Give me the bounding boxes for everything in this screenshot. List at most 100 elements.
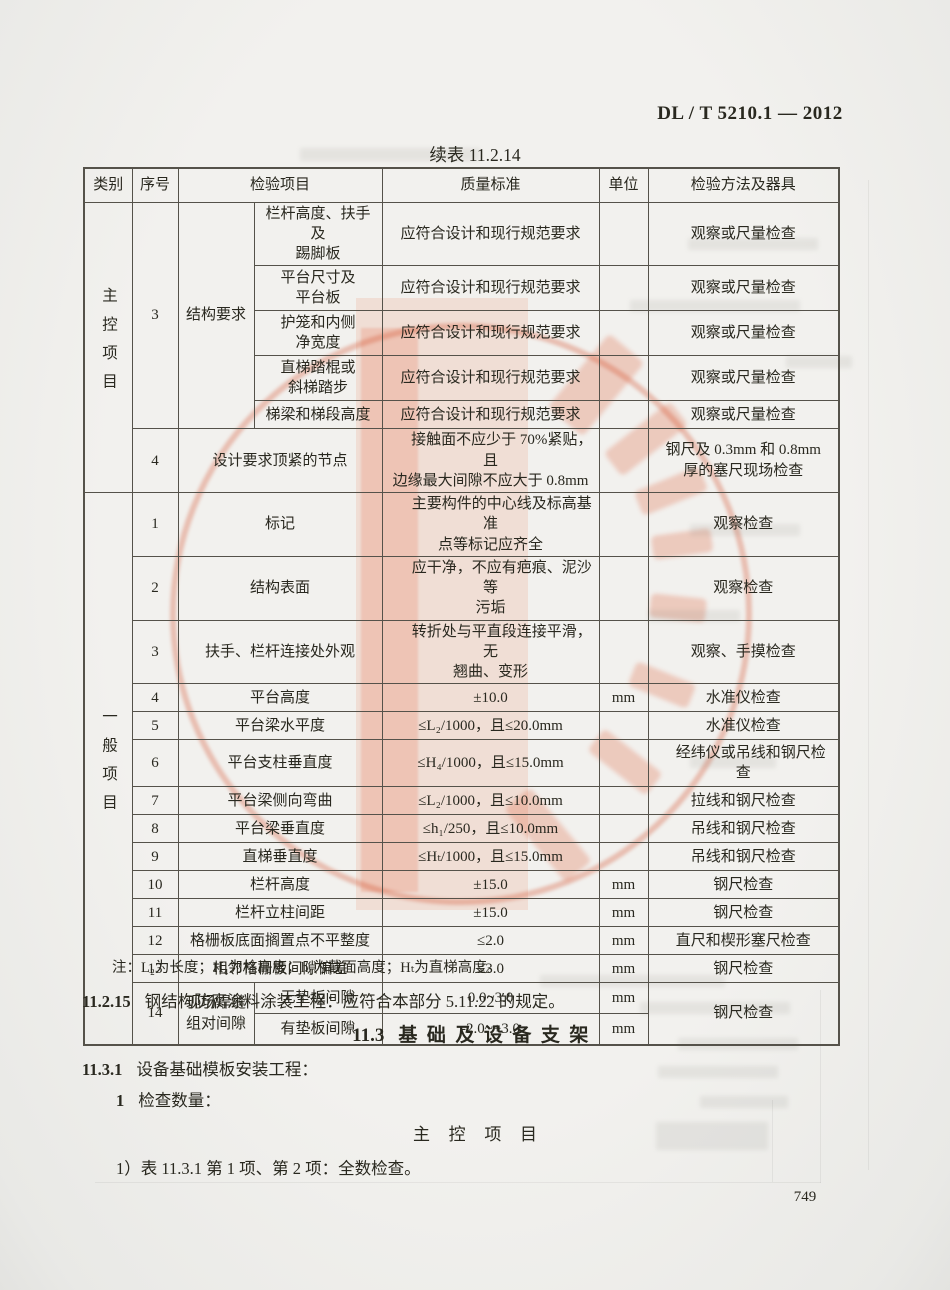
cell-method: 经纬仪或吊线和钢尺检 查 <box>647 739 840 788</box>
inspection-table: 类别 序号 检验项目 质量标准 单位 检验方法及器具 主控项目 3 结构要求 栏… <box>83 167 841 1046</box>
cell-no: 14 <box>131 982 179 1046</box>
cell-standard: ±10.0 <box>381 683 600 713</box>
table-title: 续表 11.2.14 <box>429 145 521 165</box>
page-number: 749 <box>793 1189 817 1205</box>
paragraph-11-2-15: 11.2.15 钢结构防腐涂料涂装工程：应符合本部分 5.11.22 的规定。 <box>82 988 565 1012</box>
cell-unit <box>598 555 649 621</box>
table-row: 8 平台梁垂直度 ≤h₁/250，且≤10.0mm 吊线和钢尺检查 <box>84 814 840 844</box>
cell-standard: -2.0~+3.0 <box>381 1013 600 1046</box>
cell-item: 栏杆高度 <box>177 870 383 900</box>
cell-standard: ±15.0 <box>381 870 600 900</box>
cell-item: 相邻格栅板间隙偏差 <box>177 954 383 984</box>
cell-method: 吊线和钢尺检查 <box>647 814 840 844</box>
cell-item: 直梯垂直度 <box>177 842 383 872</box>
cell-standard: 接触面不应少于 70%紧贴，且 边缘最大间隙不应大于 0.8mm <box>381 428 600 493</box>
cell-item-group: 现场焊缝 组对间隙 <box>177 982 255 1046</box>
cell-no: 3 <box>131 619 179 685</box>
cell-no: 7 <box>131 786 179 816</box>
cell-standard: ±15.0 <box>381 898 600 928</box>
cell-standard: ≤Hₜ/1000，且≤15.0mm <box>381 842 600 872</box>
section-number: 11.3 <box>352 1025 385 1046</box>
bleed-through-table-edge <box>95 1182 821 1183</box>
cell-item: 扶手、栏杆连接处外观 <box>177 619 383 685</box>
cell-unit <box>598 786 649 816</box>
cell-item-group: 结构要求 <box>177 201 255 430</box>
cell-unit <box>598 310 649 357</box>
subheading-main-control-items: 主控项目 <box>412 1125 556 1144</box>
cell-method: 直尺和楔形塞尺检查 <box>647 926 840 956</box>
cell-standard: 应符合设计和现行规范要求 <box>381 310 600 357</box>
cell-no: 9 <box>131 842 179 872</box>
table-row: 11 栏杆立柱间距 ±15.0 mm 钢尺检查 <box>84 898 840 928</box>
cell-unit <box>598 428 649 493</box>
table-row: 7 平台梁侧向弯曲 ≤L₂/1000，且≤10.0mm 拉线和钢尺检查 <box>84 786 840 816</box>
cell-standard: 应符合设计和现行规范要求 <box>381 355 600 402</box>
cell-unit <box>598 201 649 267</box>
cell-method: 水准仪检查 <box>647 711 840 741</box>
table-row: 12 格栅板底面搁置点不平整度 ≤2.0 mm 直尺和楔形塞尺检查 <box>84 926 840 956</box>
cell-no: 11 <box>131 898 179 928</box>
cell-standard: 应符合设计和现行规范要求 <box>381 265 600 312</box>
clause-number: 11.3.1 <box>82 1060 123 1079</box>
table-row: 主控项目 3 结构要求 栏杆高度、扶手及 踢脚板 应符合设计和现行规范要求 观察… <box>83 201 840 493</box>
list-text: 检查数量： <box>138 1091 221 1110</box>
cell-method: 钢尺检查 <box>647 982 840 1046</box>
list-item-check-quantity: 1 检查数量： <box>116 1087 221 1111</box>
cell-category-general: 一般项目 <box>83 491 133 1046</box>
cell-unit: mm <box>598 954 649 984</box>
cell-method: 水准仪检查 <box>647 683 840 713</box>
cell-item: 栏杆立柱间距 <box>177 898 383 928</box>
cell-standard: 0.0~3.0 <box>381 982 600 1015</box>
cell-item: 直梯踏棍或 斜梯踏步 <box>253 355 383 402</box>
table-row: 2 结构表面 应干净，不应有疤痕、泥沙等 污垢 观察检查 <box>84 555 840 621</box>
cell-unit <box>598 619 649 685</box>
cell-method: 观察或尺量检查 <box>647 400 840 430</box>
header-cell-category: 类别 <box>83 167 133 203</box>
section-title: 基础及设备支架 <box>398 1025 598 1046</box>
cell-item: 平台梁垂直度 <box>177 814 383 844</box>
cell-standard: 应符合设计和现行规范要求 <box>381 201 600 267</box>
cell-method: 观察或尺量检查 <box>647 201 840 267</box>
cell-unit <box>598 711 649 741</box>
cell-method: 钢尺检查 <box>647 898 840 928</box>
cell-method: 钢尺及 0.3mm 和 0.8mm 厚的塞尺现场检查 <box>647 428 840 493</box>
cell-unit <box>598 355 649 402</box>
cell-unit <box>598 400 649 430</box>
table-row: 梯梁和梯段高度 应符合设计和现行规范要求 观察或尺量检查 <box>84 400 840 430</box>
cell-item: 结构表面 <box>177 555 383 621</box>
cell-item: 平台尺寸及 平台板 <box>253 265 383 312</box>
cell-method: 观察检查 <box>647 492 840 557</box>
cell-no: 10 <box>131 870 179 900</box>
header-cell-unit: 单位 <box>598 167 649 203</box>
cell-standard: ≤h₁/250，且≤10.0mm <box>381 814 600 844</box>
cell-unit <box>598 265 649 312</box>
header-cell-no: 序号 <box>131 167 179 203</box>
clause-number: 11.2.15 <box>82 992 131 1011</box>
cell-no: 5 <box>131 711 179 741</box>
cell-unit: mm <box>598 926 649 956</box>
header-cell-standard: 质量标准 <box>381 167 600 203</box>
header-cell-method: 检验方法及器具 <box>647 167 840 203</box>
cell-unit <box>598 842 649 872</box>
cell-method: 拉线和钢尺检查 <box>647 786 840 816</box>
table-row: 4 平台高度 ±10.0 mm 水准仪检查 <box>84 683 840 713</box>
cell-no: 3 <box>131 201 179 430</box>
cell-item: 栏杆高度、扶手及 踢脚板 <box>253 201 383 267</box>
cell-item: 标记 <box>177 492 383 557</box>
bleed-through-ghost <box>658 1066 778 1078</box>
cell-item: 护笼和内侧 净宽度 <box>253 310 383 357</box>
table-row: 一般项目 1 标记 主要构件的中心线及标高基准 点等标记应齐全 观察检查 <box>83 491 840 1046</box>
cell-item: 梯梁和梯段高度 <box>253 400 383 430</box>
cell-standard: ≤L₂/1000，且≤20.0mm <box>381 711 600 741</box>
table-row: 有垫板间隙 -2.0~+3.0 mm <box>84 1013 839 1046</box>
cell-item: 设计要求顶紧的节点 <box>177 428 383 493</box>
clause-text: 设备基础模板安装工程： <box>136 1060 318 1079</box>
cell-method: 钢尺检查 <box>647 954 840 984</box>
cell-standard: 应干净，不应有疤痕、泥沙等 污垢 <box>381 555 600 621</box>
cell-no: 8 <box>131 814 179 844</box>
cell-method: 观察或尺量检查 <box>647 310 840 357</box>
table-row: 5 平台梁水平度 ≤L₂/1000，且≤20.0mm 水准仪检查 <box>84 711 840 741</box>
cell-standard: ≤2.0 <box>381 926 600 956</box>
cell-method: 吊线和钢尺检查 <box>647 842 840 872</box>
